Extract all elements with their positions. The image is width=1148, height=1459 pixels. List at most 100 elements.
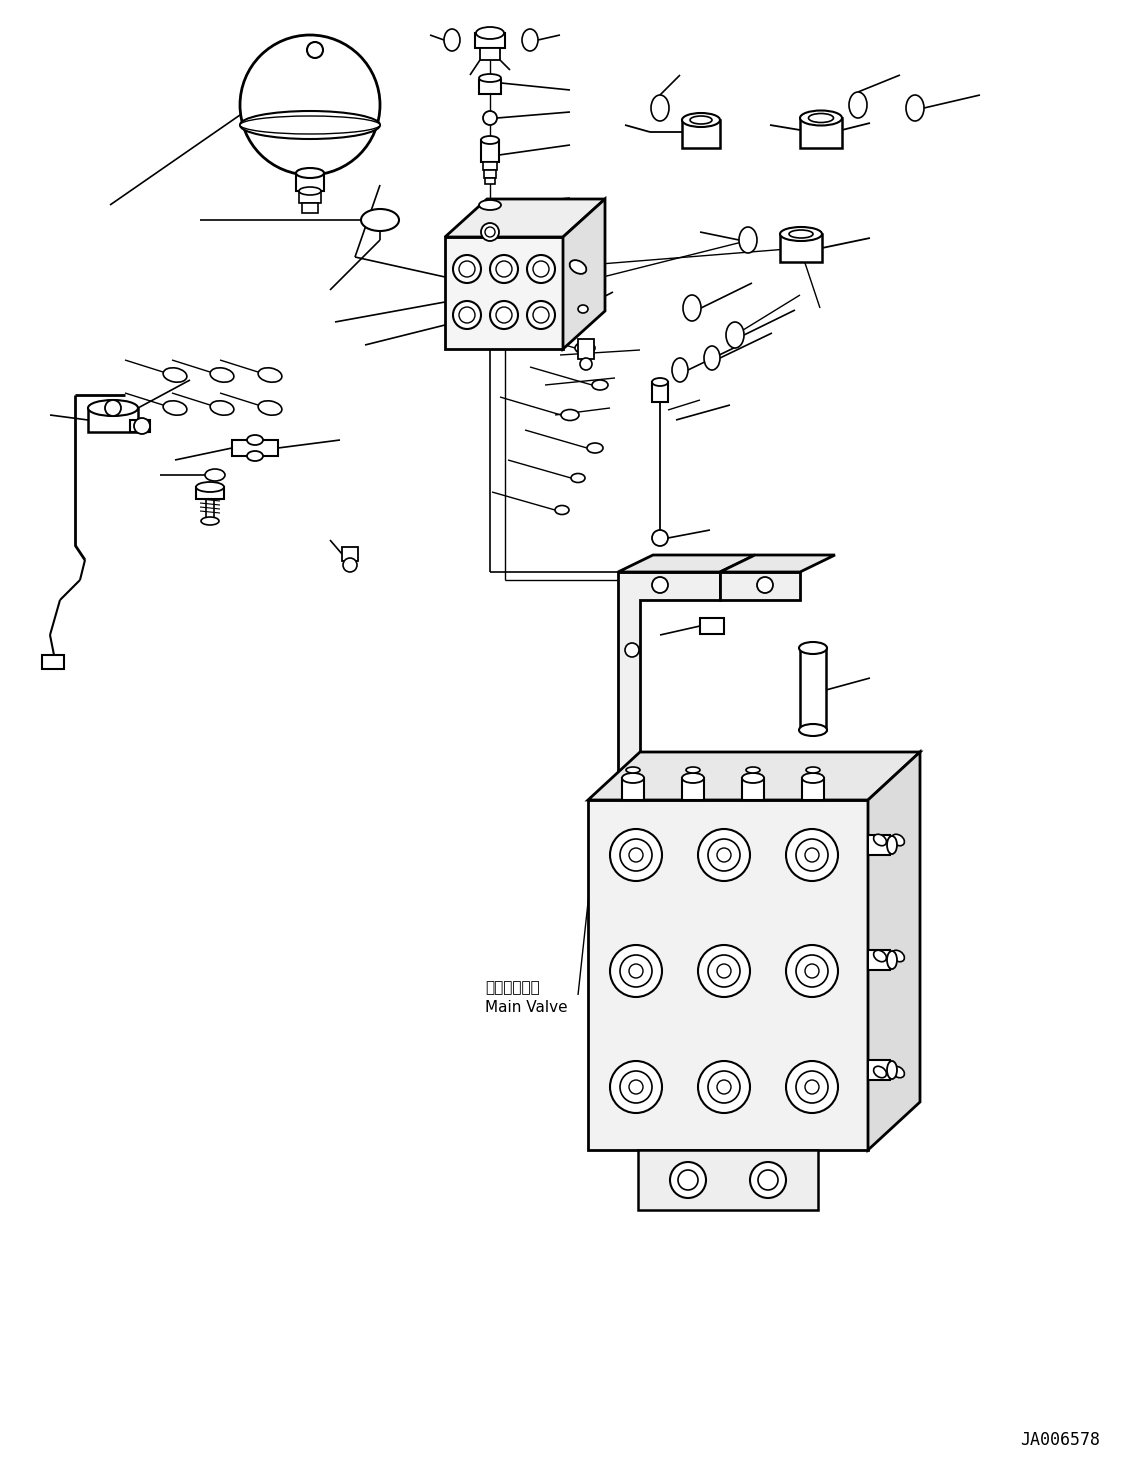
Ellipse shape	[892, 1067, 905, 1078]
Bar	[868, 835, 890, 855]
Bar	[622, 778, 644, 800]
Circle shape	[805, 964, 819, 978]
Bar	[779, 233, 822, 263]
Ellipse shape	[205, 468, 225, 481]
Bar	[868, 1061, 890, 1080]
Text: JA006578: JA006578	[1021, 1431, 1100, 1449]
Ellipse shape	[247, 435, 263, 445]
Circle shape	[453, 301, 481, 328]
Circle shape	[610, 1061, 662, 1113]
Ellipse shape	[799, 642, 827, 654]
Ellipse shape	[360, 209, 400, 231]
Polygon shape	[445, 236, 563, 349]
Polygon shape	[720, 554, 835, 572]
Ellipse shape	[690, 117, 712, 124]
Ellipse shape	[196, 481, 224, 492]
Circle shape	[610, 829, 662, 881]
Ellipse shape	[592, 379, 608, 390]
Bar	[800, 118, 841, 147]
Polygon shape	[868, 751, 920, 1150]
Ellipse shape	[887, 836, 897, 854]
Ellipse shape	[850, 92, 867, 118]
Bar	[700, 619, 724, 635]
Circle shape	[620, 956, 652, 986]
Ellipse shape	[476, 28, 504, 39]
Ellipse shape	[739, 228, 757, 252]
Bar	[638, 1150, 819, 1210]
Circle shape	[610, 945, 662, 996]
Ellipse shape	[808, 114, 833, 123]
Circle shape	[620, 839, 652, 871]
Circle shape	[496, 306, 512, 322]
Ellipse shape	[806, 767, 820, 773]
Bar	[481, 140, 499, 162]
Polygon shape	[588, 800, 868, 1150]
Circle shape	[698, 1061, 750, 1113]
Circle shape	[307, 42, 323, 58]
Ellipse shape	[587, 444, 603, 452]
Bar	[232, 441, 278, 457]
Circle shape	[629, 848, 643, 862]
Bar	[475, 34, 505, 48]
Ellipse shape	[240, 117, 380, 134]
Ellipse shape	[210, 368, 234, 382]
Circle shape	[496, 261, 512, 277]
Circle shape	[240, 35, 380, 175]
Ellipse shape	[742, 773, 765, 783]
Circle shape	[104, 400, 121, 416]
Circle shape	[757, 576, 773, 592]
Bar	[196, 487, 224, 499]
Text: Main Valve: Main Valve	[484, 1001, 567, 1015]
Bar	[802, 778, 824, 800]
Ellipse shape	[577, 305, 588, 314]
Circle shape	[625, 643, 639, 657]
Bar	[484, 171, 496, 178]
Ellipse shape	[746, 767, 760, 773]
Ellipse shape	[622, 773, 644, 783]
Circle shape	[481, 223, 499, 241]
Ellipse shape	[887, 1061, 897, 1080]
Polygon shape	[563, 198, 605, 349]
Circle shape	[620, 1071, 652, 1103]
Ellipse shape	[682, 773, 704, 783]
Circle shape	[490, 255, 518, 283]
Circle shape	[796, 839, 828, 871]
Circle shape	[786, 945, 838, 996]
Bar	[682, 120, 720, 147]
Ellipse shape	[561, 410, 579, 420]
Bar	[484, 178, 495, 184]
Ellipse shape	[672, 357, 688, 382]
Bar	[742, 778, 765, 800]
Bar	[296, 174, 324, 191]
Circle shape	[134, 417, 150, 433]
Circle shape	[796, 1071, 828, 1103]
Ellipse shape	[481, 136, 499, 144]
Circle shape	[484, 228, 495, 236]
Bar	[88, 409, 138, 432]
Circle shape	[708, 1071, 740, 1103]
Ellipse shape	[626, 767, 639, 773]
Bar	[298, 191, 321, 203]
Circle shape	[652, 576, 668, 592]
Ellipse shape	[554, 505, 569, 515]
Circle shape	[805, 848, 819, 862]
Circle shape	[459, 261, 475, 277]
Circle shape	[629, 964, 643, 978]
Ellipse shape	[479, 200, 501, 210]
Ellipse shape	[682, 112, 720, 127]
Ellipse shape	[571, 474, 585, 483]
Polygon shape	[588, 751, 920, 800]
Circle shape	[453, 255, 481, 283]
Ellipse shape	[892, 835, 905, 846]
Bar	[652, 382, 668, 403]
Circle shape	[533, 306, 549, 322]
Ellipse shape	[444, 29, 460, 51]
Circle shape	[580, 357, 592, 371]
Circle shape	[708, 956, 740, 986]
Circle shape	[750, 1161, 786, 1198]
Bar	[682, 778, 704, 800]
Circle shape	[483, 111, 497, 125]
Ellipse shape	[802, 773, 824, 783]
Bar	[130, 420, 150, 432]
Ellipse shape	[874, 1067, 886, 1078]
